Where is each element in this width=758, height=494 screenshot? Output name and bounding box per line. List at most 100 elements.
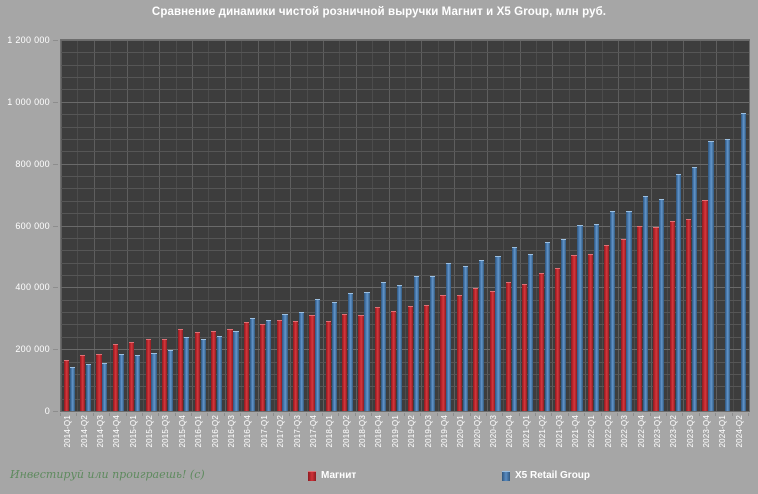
bar-group	[176, 40, 192, 411]
bar-x5[interactable]	[446, 263, 452, 411]
x-axis-tick-mark	[601, 413, 602, 416]
bar-magnit[interactable]	[522, 283, 528, 411]
bar-magnit[interactable]	[112, 343, 118, 411]
bar-x5[interactable]	[249, 318, 255, 411]
bar-magnit[interactable]	[555, 268, 561, 411]
bar-magnit[interactable]	[571, 255, 577, 411]
bar-x5[interactable]	[151, 352, 157, 411]
legend-item-x5[interactable]: X5 Retail Group	[502, 470, 590, 481]
bar-x5[interactable]	[216, 335, 223, 411]
bar-magnit[interactable]	[178, 328, 184, 411]
bar-x5[interactable]	[429, 275, 436, 411]
bar-magnit[interactable]	[686, 219, 692, 411]
bar-x5[interactable]	[479, 260, 485, 411]
bar-magnit[interactable]	[538, 272, 544, 411]
bar-x5[interactable]	[233, 331, 239, 411]
bar-x5[interactable]	[135, 355, 141, 411]
bar-magnit[interactable]	[292, 321, 299, 411]
bar-x5[interactable]	[331, 302, 337, 411]
bar-x5[interactable]	[741, 113, 747, 411]
legend-item-magnit[interactable]: Магнит	[308, 470, 356, 481]
bar-x5[interactable]	[364, 291, 370, 411]
bar-magnit[interactable]	[358, 315, 364, 411]
x-axis-tick-label: 2014-Q4	[112, 415, 122, 448]
bar-x5[interactable]	[528, 253, 534, 411]
bar-x5[interactable]	[495, 256, 501, 411]
bar-group	[716, 40, 732, 411]
bar-magnit[interactable]	[63, 359, 69, 411]
bar-x5[interactable]	[577, 225, 583, 411]
bar-x5[interactable]	[200, 338, 206, 411]
bar-magnit[interactable]	[161, 339, 168, 411]
bar-x5[interactable]	[380, 282, 386, 411]
bar-magnit[interactable]	[473, 287, 479, 411]
bar-magnit[interactable]	[653, 226, 659, 411]
bar-x5[interactable]	[692, 167, 698, 411]
bar-x5[interactable]	[298, 312, 305, 411]
bar-magnit[interactable]	[587, 253, 593, 411]
bar-x5[interactable]	[560, 238, 567, 411]
bar-magnit[interactable]	[129, 342, 135, 411]
bar-magnit[interactable]	[325, 320, 331, 411]
bar-magnit[interactable]	[227, 328, 233, 411]
bar-magnit[interactable]	[424, 305, 430, 411]
bar-magnit[interactable]	[505, 281, 512, 411]
x-axis-tick-mark	[682, 413, 683, 416]
bar-x5[interactable]	[511, 247, 517, 411]
bar-magnit[interactable]	[669, 220, 675, 411]
bar-x5[interactable]	[675, 174, 681, 411]
bar-x5[interactable]	[266, 320, 272, 411]
bar-magnit[interactable]	[145, 338, 151, 411]
bar-magnit[interactable]	[276, 320, 282, 411]
bar-magnit[interactable]	[391, 310, 397, 411]
bar-magnit[interactable]	[620, 239, 626, 411]
bar-x5[interactable]	[593, 223, 599, 411]
bar-magnit[interactable]	[440, 295, 446, 411]
bar-x5[interactable]	[659, 198, 665, 411]
bar-x5[interactable]	[642, 195, 649, 411]
bar-magnit[interactable]	[260, 324, 266, 411]
bar-magnit[interactable]	[309, 314, 315, 411]
bar-x5[interactable]	[348, 292, 354, 411]
bar-x5[interactable]	[610, 210, 616, 411]
x-axis-tick-mark	[584, 413, 585, 416]
bar-x5[interactable]	[413, 276, 419, 411]
bar-magnit[interactable]	[702, 199, 708, 411]
bar-magnit[interactable]	[342, 314, 348, 411]
bar-x5[interactable]	[724, 138, 730, 411]
bar-magnit[interactable]	[243, 321, 249, 411]
x-axis-tick-mark	[551, 413, 552, 416]
bar-x5[interactable]	[462, 266, 468, 411]
bar-x5[interactable]	[184, 336, 190, 411]
bar-x5[interactable]	[708, 141, 714, 411]
bar-x5[interactable]	[102, 363, 108, 411]
x-axis-tick-mark	[175, 413, 176, 416]
bar-magnit[interactable]	[194, 332, 200, 411]
x-axis-tick-label: 2022-Q1	[587, 415, 597, 448]
x-axis-tick-label: 2019-Q2	[407, 415, 417, 448]
x-axis-tick-mark	[240, 413, 241, 416]
bar-magnit[interactable]	[374, 307, 381, 411]
bar-magnit[interactable]	[80, 354, 86, 411]
bar-magnit[interactable]	[489, 290, 495, 411]
bar-magnit[interactable]	[456, 295, 462, 411]
bar-x5[interactable]	[167, 350, 173, 411]
bar-magnit[interactable]	[407, 306, 413, 411]
x-axis-tick-label: 2024-Q2	[734, 415, 744, 448]
bar-x5[interactable]	[69, 367, 75, 411]
bar-group	[536, 40, 552, 411]
x-axis-tick-label: 2015-Q4	[177, 415, 187, 448]
bar-x5[interactable]	[85, 364, 92, 411]
bar-x5[interactable]	[315, 298, 321, 411]
bar-group	[651, 40, 667, 411]
bar-x5[interactable]	[118, 353, 124, 411]
bar-magnit[interactable]	[211, 330, 217, 411]
bar-magnit[interactable]	[636, 226, 643, 411]
bar-x5[interactable]	[397, 285, 403, 411]
bar-magnit[interactable]	[96, 353, 102, 411]
bar-magnit[interactable]	[604, 245, 610, 411]
bar-x5[interactable]	[282, 313, 288, 411]
y-axis-tick-mark	[53, 40, 58, 41]
bar-x5[interactable]	[626, 210, 632, 411]
bar-x5[interactable]	[544, 242, 550, 411]
